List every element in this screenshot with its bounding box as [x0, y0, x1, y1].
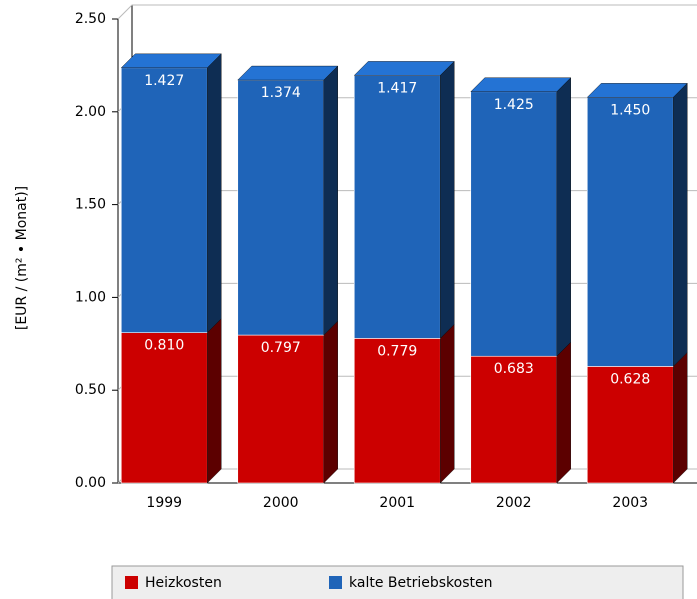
bar-side	[440, 60, 455, 339]
bar	[470, 355, 558, 484]
bar	[353, 75, 441, 339]
bar-top	[353, 61, 455, 76]
x-tick-label: 2002	[496, 495, 532, 511]
legend-swatch	[329, 576, 342, 589]
value-label: 0.683	[494, 361, 534, 377]
bar-side	[323, 320, 338, 484]
bar	[586, 366, 674, 484]
bar	[586, 97, 674, 367]
bar-top	[120, 53, 222, 69]
y-tick-label: 2.50	[75, 11, 106, 27]
bar-side	[440, 323, 455, 484]
value-label: 1.374	[261, 85, 301, 101]
legend-label: Heizkosten	[145, 575, 222, 591]
y-tick-label: 1.50	[75, 197, 106, 213]
bar-top	[470, 77, 572, 92]
value-label: 1.427	[144, 73, 184, 89]
bar	[353, 338, 441, 484]
legend-label: kalte Betriebskosten	[349, 575, 492, 591]
legend-box	[111, 565, 684, 599]
value-label: 0.797	[261, 340, 301, 356]
bar-side	[673, 351, 688, 484]
bar-side	[556, 77, 571, 357]
y-tick-label: 1.00	[75, 289, 106, 305]
y-tick-label: 0.00	[75, 475, 106, 491]
bar	[237, 334, 325, 484]
y-tick-label: 2.00	[75, 104, 106, 120]
y-axis-label: [EUR / (m² • Monat)]	[14, 186, 30, 330]
bar-side	[556, 341, 571, 484]
value-label: 0.810	[144, 338, 184, 354]
bar	[120, 332, 208, 484]
value-label: 1.417	[377, 80, 417, 96]
x-tick-label: 1999	[146, 495, 182, 511]
x-tick-label: 2003	[612, 495, 648, 511]
value-label: 0.628	[610, 371, 650, 387]
bar	[120, 67, 208, 333]
x-tick-label: 2001	[379, 495, 415, 511]
value-label: 1.450	[610, 102, 650, 118]
bar-side	[323, 65, 338, 336]
bar-top	[586, 83, 688, 98]
bar	[470, 91, 558, 357]
value-label: 1.425	[494, 97, 534, 113]
y-tick-label: 0.50	[75, 382, 106, 398]
value-label: 0.779	[377, 343, 417, 359]
bar-top	[237, 65, 339, 81]
bar	[237, 79, 325, 336]
x-tick-label: 2000	[263, 495, 299, 511]
bar-side	[207, 53, 222, 334]
bar-side	[207, 318, 222, 484]
grid-line	[117, 4, 697, 20]
bar-side	[673, 82, 688, 367]
legend-swatch	[125, 576, 138, 589]
